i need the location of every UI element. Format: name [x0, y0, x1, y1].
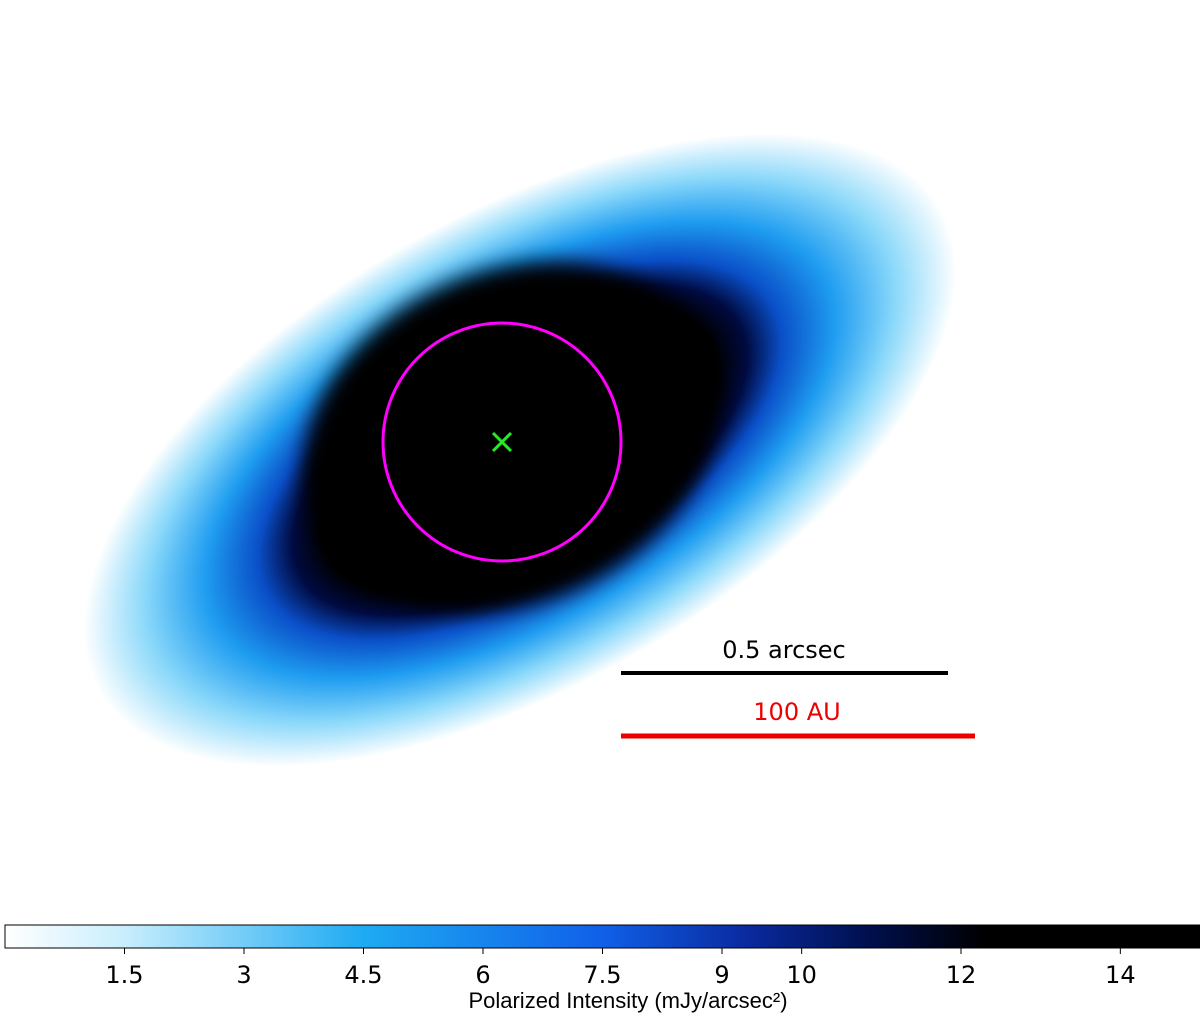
colorbar-tick-label: 9 — [714, 961, 729, 989]
colorbar-tick-label: 3 — [236, 961, 251, 989]
colorbar-tick-label: 10 — [786, 961, 817, 989]
colorbar-tick-label: 4.5 — [344, 961, 382, 989]
star-marker — [491, 431, 513, 453]
scale-label: 100 AU — [753, 698, 840, 726]
colorbar-tick-label: 7.5 — [583, 961, 621, 989]
colorbar-tick-label: 12 — [946, 961, 977, 989]
colorbar-label: Polarized Intensity (mJy/arcsec²) — [468, 988, 787, 1013]
colorbar — [4, 924, 1200, 949]
scale-label: 0.5 arcsec — [722, 636, 846, 664]
disk-core — [303, 262, 717, 612]
colorbar-tick-label: 14 — [1105, 961, 1136, 989]
colorbar-tick-label: 6 — [475, 961, 490, 989]
disk-image — [83, 133, 957, 767]
inner-circle — [381, 321, 623, 563]
colorbar-tick-label: 1.5 — [105, 961, 143, 989]
